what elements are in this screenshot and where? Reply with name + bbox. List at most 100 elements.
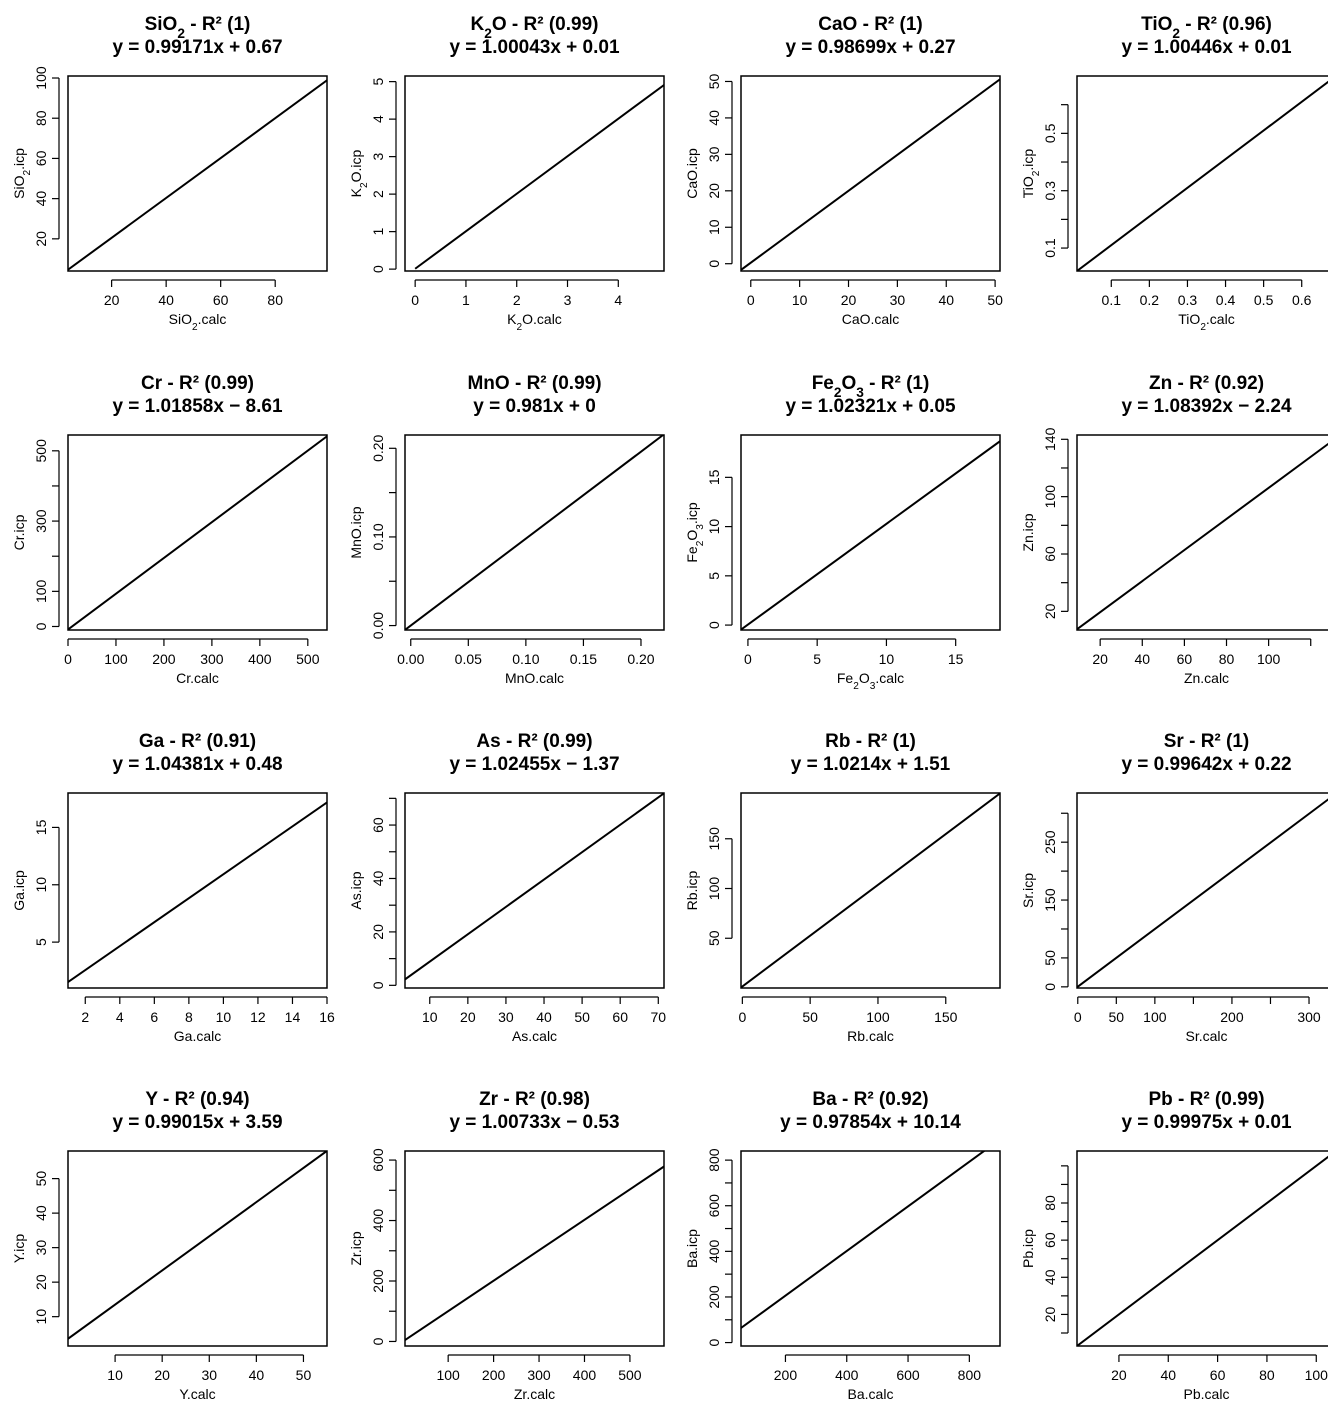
scatter-panel: K2O - R² (0.99)y = 1.00043x + 0.01 0 1 2 3 4 0… (348, 14, 665, 333)
y-tick-label: 0 (33, 622, 49, 630)
panel-subtitle: y = 1.01858x − 8.61 (112, 396, 283, 417)
x-tick-label: 150 (934, 1009, 958, 1025)
y-tick-label: 80 (1042, 1195, 1058, 1211)
regression-line (741, 793, 1000, 988)
y-axis-label: Zr.icp (348, 1231, 364, 1265)
scatter-panel: Pb - R² (0.99)y = 0.99975x + 0.01 20 40 60 8… (1020, 1089, 1328, 1402)
x-tick-label: 30 (890, 292, 906, 308)
y-tick-label: 10 (706, 219, 722, 235)
y-tick-label: 40 (33, 1205, 49, 1221)
y-axis-label: TiO2.icp (1020, 149, 1042, 199)
x-axis-label: Fe2O3.calc (837, 670, 904, 692)
y-tick-label: 10 (33, 877, 49, 893)
x-axis-label: TiO2.calc (1178, 311, 1234, 333)
y-tick-label: 40 (706, 110, 722, 126)
panel-title: Zn - R² (0.92) (1149, 373, 1264, 394)
y-tick-label: 0.10 (370, 523, 386, 550)
regression-line (68, 801, 327, 983)
panel-title: TiO2 - R² (0.96) (1141, 14, 1272, 41)
x-tick-label: 0.2 (1140, 292, 1160, 308)
regression-line (1077, 798, 1328, 988)
panel-subtitle: y = 0.99015x + 3.59 (112, 1112, 282, 1133)
panel-subtitle: y = 1.00733x − 0.53 (449, 1112, 619, 1133)
y-tick-label: 20 (706, 183, 722, 199)
x-tick-label: 200 (774, 1367, 798, 1383)
x-axis-label: SiO2.calc (169, 311, 227, 333)
y-tick-label: 150 (706, 827, 722, 851)
scatter-panel: As - R² (0.99)y = 1.02455x − 1.37 10 20 30 4… (348, 731, 666, 1044)
plot-frame (67, 792, 328, 989)
regression-line (405, 1165, 664, 1341)
x-tick-label: 0 (64, 651, 72, 667)
y-axis-label: Rb.icp (684, 870, 700, 910)
x-tick-label: 40 (1134, 651, 1150, 667)
x-tick-label: 50 (987, 292, 1003, 308)
regression-line (68, 1151, 327, 1340)
y-tick-label: 600 (706, 1194, 722, 1218)
y-tick-label: 2 (370, 190, 386, 198)
panel-subtitle: y = 1.00043x + 0.01 (449, 37, 620, 58)
panel-title: Cr - R² (0.99) (141, 373, 254, 394)
x-tick-label: 3 (564, 292, 572, 308)
y-tick-label: 0 (370, 1337, 386, 1345)
panel-title: MnO - R² (0.99) (467, 373, 601, 394)
x-tick-label: 80 (1219, 651, 1235, 667)
x-axis-label: Zr.calc (514, 1386, 555, 1402)
panel-subtitle: y = 1.00446x + 0.01 (1121, 37, 1292, 58)
y-tick-label: 150 (1042, 888, 1058, 912)
y-axis-label: Fe2O3.icp (684, 502, 706, 562)
y-tick-label: 1 (370, 228, 386, 236)
panel-title: As - R² (0.99) (476, 731, 592, 752)
regression-line (741, 1151, 986, 1329)
x-tick-label: 300 (527, 1367, 551, 1383)
y-axis-label: K2O.icp (348, 149, 370, 197)
panel-title: Rb - R² (1) (825, 731, 916, 752)
scatter-panel: MnO - R² (0.99)y = 0.981x + 0 0.00 0.05 0.1… (348, 373, 665, 686)
y-tick-label: 20 (1042, 603, 1058, 619)
x-tick-label: 20 (1111, 1367, 1127, 1383)
x-tick-label: 200 (1220, 1009, 1244, 1025)
x-axis-label: As.calc (512, 1028, 557, 1044)
plot-frame (740, 434, 1001, 631)
regression-line (1077, 80, 1328, 271)
x-tick-label: 40 (158, 292, 174, 308)
x-tick-label: 300 (1297, 1009, 1321, 1025)
x-tick-label: 0.00 (397, 651, 424, 667)
plot-frame (404, 434, 665, 631)
y-tick-label: 60 (1042, 546, 1058, 562)
panel-title: Fe2O3 - R² (1) (812, 373, 930, 400)
x-tick-label: 20 (104, 292, 120, 308)
y-tick-label: 500 (33, 439, 49, 463)
panel-title: Zr - R² (0.98) (479, 1089, 590, 1110)
plot-frame (1076, 75, 1328, 272)
y-tick-label: 60 (370, 817, 386, 833)
scatter-panel: TiO2 - R² (0.96)y = 1.00446x + 0.01 0.1 0.… (1020, 14, 1328, 333)
x-tick-label: 0 (738, 1009, 746, 1025)
scatter-panel: Sr - R² (1)y = 0.99642x + 0.22 0 50 100 200 3… (1020, 731, 1328, 1044)
x-tick-label: 800 (958, 1367, 982, 1383)
y-tick-label: 30 (33, 1240, 49, 1256)
x-tick-label: 20 (154, 1367, 170, 1383)
x-tick-label: 0 (747, 292, 755, 308)
panel-title: Sr - R² (1) (1164, 731, 1250, 752)
x-tick-label: 20 (460, 1009, 476, 1025)
x-tick-label: 10 (216, 1009, 232, 1025)
scatter-panel: Ga - R² (0.91)y = 1.04381x + 0.48 2 4 6 8 10 1… (11, 731, 335, 1044)
x-tick-label: 80 (267, 292, 283, 308)
panel-subtitle: y = 0.99642x + 0.22 (1121, 754, 1291, 775)
x-tick-label: 60 (612, 1009, 628, 1025)
y-tick-label: 40 (33, 191, 49, 207)
y-tick-label: 100 (706, 877, 722, 901)
plot-frame (404, 792, 665, 989)
x-tick-label: 1 (462, 292, 470, 308)
y-tick-label: 10 (33, 1309, 49, 1325)
y-axis-label: Sr.icp (1020, 873, 1036, 908)
x-axis-label: Ga.calc (174, 1028, 221, 1044)
panel-title: SiO2 - R² (1) (145, 14, 251, 41)
x-tick-label: 10 (792, 292, 808, 308)
x-tick-label: 0.5 (1254, 292, 1274, 308)
x-tick-label: 10 (422, 1009, 438, 1025)
y-tick-label: 140 (1042, 427, 1058, 451)
x-tick-label: 0.1 (1102, 292, 1122, 308)
regression-line (741, 440, 1000, 630)
